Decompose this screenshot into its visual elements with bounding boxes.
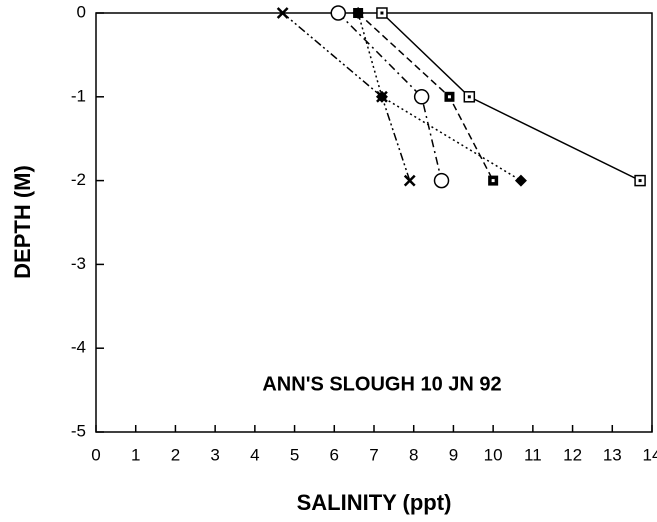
x-tick-label: 6 [330, 445, 339, 464]
series-line [357, 12, 522, 182]
x-tick-label: 9 [449, 445, 458, 464]
y-tick-label: -2 [71, 170, 86, 189]
x-axis-label: SALINITY (ppt) [297, 490, 452, 515]
marker-dot [491, 179, 495, 183]
marker [352, 7, 365, 19]
marker [276, 7, 289, 19]
y-tick-label: -5 [71, 421, 86, 440]
y-tick-label: -4 [71, 338, 86, 357]
series-line [337, 12, 443, 181]
x-tick-label: 0 [91, 445, 100, 464]
y-axis-label: DEPTH (M) [10, 165, 35, 279]
marker [330, 5, 347, 21]
marker [433, 172, 450, 189]
x-tick-label: 3 [210, 445, 219, 464]
x-tick-label: 2 [171, 445, 180, 464]
x-tick-label: 14 [643, 445, 657, 464]
y-tick-label: -3 [71, 254, 86, 273]
x-tick-label: 1 [131, 445, 140, 464]
x-tick-label: 7 [369, 445, 378, 464]
marker [376, 90, 388, 103]
marker-dot [638, 179, 642, 183]
annotation: ANN'S SLOUGH 10 JN 92 [262, 373, 501, 395]
plot-frame [95, 12, 653, 433]
marker [514, 174, 527, 187]
y-tick-label: -1 [71, 86, 86, 105]
y-tick-label: 0 [77, 2, 86, 21]
marker [403, 174, 416, 187]
x-tick-label: 11 [524, 445, 542, 464]
x-tick-label: 10 [484, 445, 503, 464]
marker [413, 89, 430, 105]
x-tick-label: 4 [250, 445, 259, 464]
marker-dot [467, 95, 471, 99]
marker-dot [380, 11, 384, 15]
x-tick-label: 8 [409, 445, 418, 464]
marker-dot [447, 95, 451, 99]
x-tick-label: 13 [603, 445, 622, 464]
x-tick-label: 5 [290, 445, 299, 464]
x-tick-label: 12 [563, 445, 582, 464]
series-line [282, 12, 411, 181]
